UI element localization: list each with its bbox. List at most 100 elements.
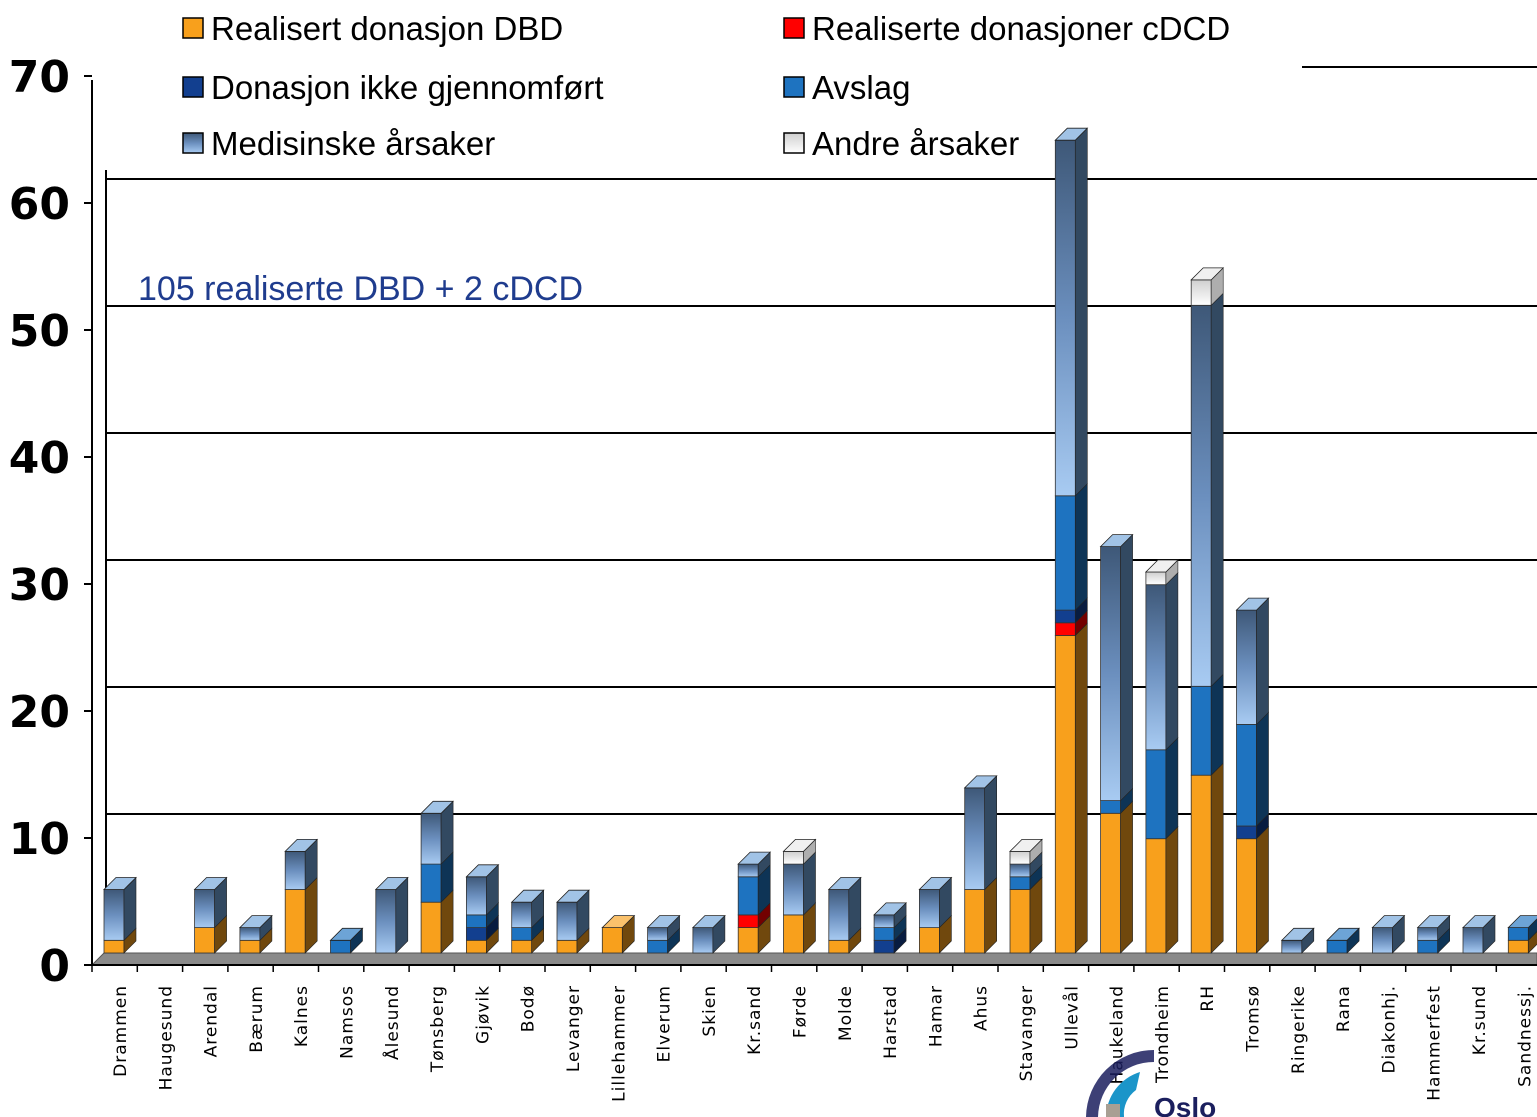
bar-segment-side (1528, 918, 1537, 942)
bar-segment (1054, 139, 1076, 497)
bar-segment-side (1165, 737, 1179, 840)
bar-segment (1372, 927, 1393, 954)
bar-segment-side (1528, 931, 1537, 954)
bar-segment (647, 939, 668, 954)
bar-top (691, 915, 726, 928)
bar-stack (1416, 914, 1451, 954)
legend-label: Realiserte donasjoner cDCD (812, 10, 1230, 47)
bar-segment (783, 914, 804, 954)
bar-segment (420, 863, 442, 903)
bar-stack (1190, 267, 1225, 954)
bar-segment (873, 914, 895, 929)
bar-segment (103, 939, 125, 954)
bar-segment (239, 927, 261, 941)
bar-segment (873, 939, 895, 954)
x-tick-label: Drammen (111, 985, 131, 1077)
bar-segment-side (1075, 127, 1088, 497)
legend-item: Realisert donasjon DBD (182, 10, 563, 47)
bar-stack (782, 838, 817, 954)
y-tick-label: 70 (9, 52, 70, 103)
x-tick-label: Tromsø (1244, 985, 1264, 1053)
legend-swatch (783, 17, 805, 39)
bar-segment (420, 901, 442, 954)
bar-stack (827, 876, 862, 954)
y-tick-label: 30 (9, 560, 70, 611)
legend-swatch (182, 17, 204, 39)
bar-top (1009, 839, 1043, 852)
bar-segment (919, 889, 940, 928)
x-tick-label: Diakonhj. (1379, 985, 1399, 1074)
bar-segment-side (1165, 825, 1179, 954)
logo-arc-icon (1086, 1050, 1154, 1117)
bar-segment-side (395, 876, 409, 954)
x-tick-label: Harstad (881, 985, 901, 1059)
bar-segment (1190, 774, 1212, 954)
bar-top (1462, 915, 1496, 928)
bar-segment-side (1256, 825, 1269, 954)
bar-segment-side (1256, 597, 1269, 726)
bar-segment (1100, 800, 1121, 814)
bar-segment (284, 851, 306, 890)
bar-segment (828, 939, 850, 954)
bar-top (103, 877, 137, 890)
legend-label: Avslag (812, 69, 910, 106)
bar-segment (465, 939, 487, 954)
bar-stack (963, 775, 998, 954)
bar-stack (1099, 533, 1134, 954)
y-tick-label: 50 (9, 306, 70, 357)
bar-top (963, 775, 998, 789)
axes (91, 80, 1537, 966)
bar-segment (783, 863, 804, 916)
legend-item: Medisinske årsaker (182, 125, 495, 162)
bar-segment (1054, 622, 1076, 636)
bar-segment (420, 812, 442, 865)
bar-top (918, 877, 953, 890)
bar-top (737, 851, 772, 865)
bar-segment (1281, 939, 1303, 954)
bar-top (374, 877, 409, 890)
x-tick-label: Ahus (972, 985, 992, 1031)
bar-segment (1145, 571, 1167, 586)
bar-stack (420, 800, 455, 954)
bar-segment (465, 914, 487, 929)
x-tick-label: Skien (700, 985, 720, 1037)
y-axis-ticks: 0 10 20 30 40 50 60 70 (9, 52, 92, 992)
chart-floor (90, 952, 1537, 966)
bar-segment (194, 889, 216, 928)
bar-top (329, 927, 364, 941)
bar-stack (1235, 597, 1270, 954)
bar-stack (465, 864, 500, 954)
x-tick-label: Kalnes (292, 985, 312, 1047)
bar-stack (329, 927, 364, 954)
bar-top (827, 877, 862, 890)
bar-segment (511, 939, 533, 954)
bar-stack (691, 914, 726, 954)
bar-segment (511, 901, 533, 929)
bar-segment (1417, 927, 1439, 941)
x-tick-label: Bodø (519, 985, 539, 1032)
y-tick-label: 40 (9, 433, 70, 484)
bar-stack (1326, 927, 1361, 954)
bar-segment (1507, 939, 1529, 954)
bar-stack (193, 876, 228, 954)
logo: Oslo (1086, 1050, 1216, 1117)
bar-top (1099, 534, 1134, 547)
bar-segment (737, 927, 759, 954)
bar-segment (964, 889, 986, 954)
bar-segment-side (1120, 533, 1133, 802)
x-tick-label: Stavanger (1017, 985, 1037, 1081)
bar-segment-side (1075, 622, 1088, 954)
bar-segment (1145, 749, 1167, 840)
x-tick-label: Hammerfest (1425, 985, 1445, 1101)
x-axis-ticks: Drammen Haugesund Arendal Bærum Kalnes Namsos… (91, 965, 1535, 1102)
bar-stack (1054, 127, 1089, 954)
bar-segment-side (1029, 876, 1043, 954)
bar-segment (1054, 609, 1076, 624)
bar-segment (103, 889, 125, 941)
legend-item: Donasjon ikke gjennomført (182, 69, 604, 106)
bar-stack (1462, 914, 1496, 954)
bar-segment (783, 851, 804, 865)
bar-segment (1009, 851, 1031, 865)
bar-segment (194, 927, 216, 954)
bar-stack (1009, 838, 1043, 954)
